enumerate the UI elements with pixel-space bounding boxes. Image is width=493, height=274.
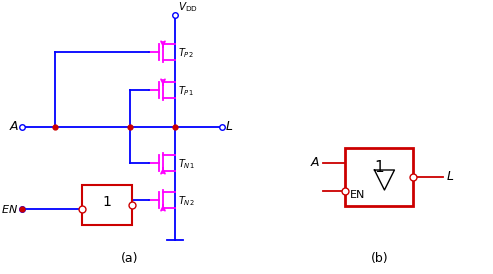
Text: 1: 1	[103, 195, 111, 209]
Text: L: L	[447, 170, 454, 184]
Text: (b): (b)	[371, 252, 389, 265]
Text: $T_{P2}$: $T_{P2}$	[178, 46, 194, 60]
Text: A: A	[9, 121, 18, 133]
Text: A: A	[311, 156, 319, 170]
Text: $T_{N2}$: $T_{N2}$	[178, 194, 195, 208]
Text: (a): (a)	[121, 252, 139, 265]
Text: $T_{N1}$: $T_{N1}$	[178, 157, 195, 171]
Text: $EN$: $EN$	[1, 203, 18, 215]
Bar	[345, 148, 413, 206]
Text: $T_{P1}$: $T_{P1}$	[178, 84, 194, 98]
Text: 1: 1	[374, 160, 384, 175]
Text: $V_{\rm DD}$: $V_{\rm DD}$	[178, 0, 198, 14]
Bar	[82, 185, 132, 225]
Text: EN: EN	[350, 190, 365, 200]
Text: L: L	[226, 121, 233, 133]
